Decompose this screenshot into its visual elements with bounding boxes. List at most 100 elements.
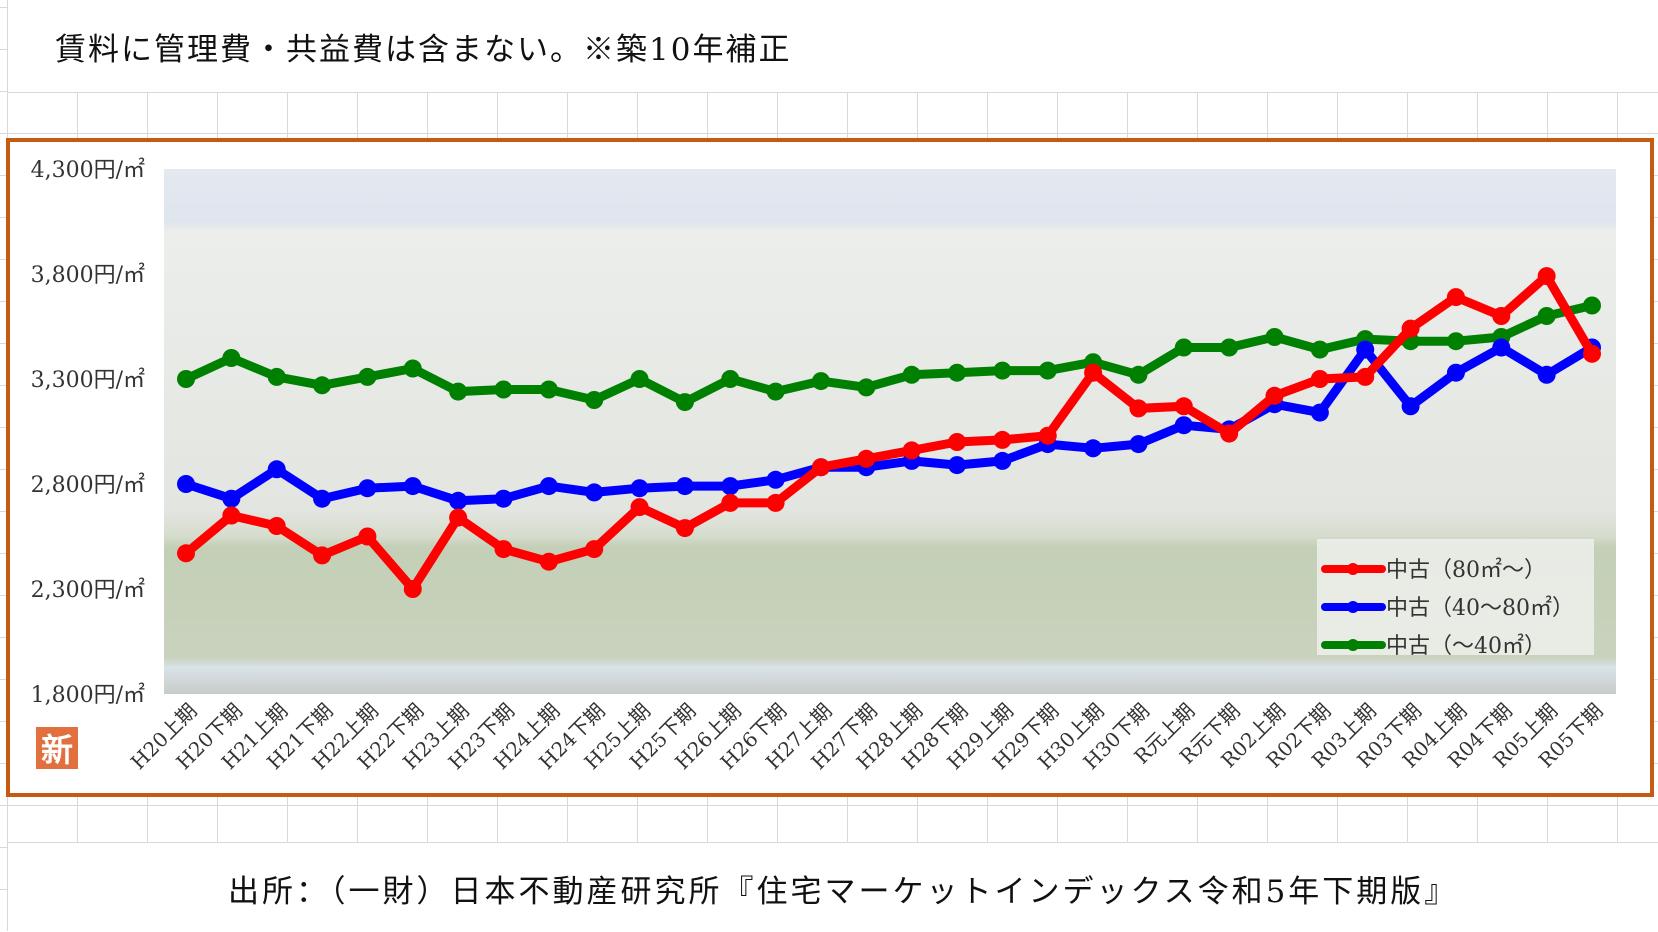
legend-marker — [1347, 639, 1359, 651]
data-point — [585, 483, 604, 502]
data-point — [403, 477, 422, 496]
data-point — [630, 370, 649, 388]
data-point — [494, 380, 513, 399]
data-point — [1129, 365, 1148, 384]
data-point — [1220, 338, 1239, 357]
data-point — [675, 477, 694, 496]
data-point — [358, 527, 377, 546]
data-point — [1356, 340, 1375, 359]
data-point — [222, 489, 241, 508]
data-point — [993, 451, 1012, 470]
y-tick-label: 3,300円/㎡ — [31, 367, 145, 393]
data-point — [585, 391, 604, 409]
data-point — [993, 361, 1012, 380]
legend-label: 中古（80㎡～） — [1386, 557, 1546, 583]
data-point — [539, 380, 558, 399]
data-point — [403, 359, 422, 378]
data-point — [267, 460, 286, 479]
data-point — [1310, 370, 1329, 388]
y-tick-label: 1,800円/㎡ — [31, 682, 145, 708]
data-point — [721, 370, 740, 388]
data-point — [1084, 363, 1103, 382]
data-point — [857, 378, 876, 397]
data-point — [766, 493, 785, 512]
data-point — [1583, 344, 1601, 363]
data-point — [811, 372, 830, 391]
data-point — [449, 491, 468, 510]
data-point — [539, 477, 558, 496]
data-point — [1174, 338, 1193, 357]
data-point — [902, 365, 921, 384]
data-point — [313, 376, 332, 395]
data-point — [222, 506, 241, 525]
data-point — [1401, 319, 1420, 338]
data-point — [449, 508, 468, 527]
data-point — [313, 489, 332, 508]
data-point — [811, 458, 830, 477]
y-tick-label: 2,300円/㎡ — [31, 577, 145, 603]
data-point — [1446, 332, 1465, 351]
data-point — [267, 367, 286, 386]
data-point — [948, 456, 967, 475]
data-point — [1537, 267, 1556, 286]
data-point — [1310, 403, 1329, 422]
y-tick-label: 4,300円/㎡ — [31, 157, 145, 183]
data-point — [857, 449, 876, 468]
data-point — [403, 580, 422, 598]
data-point — [494, 540, 513, 559]
data-point — [1084, 439, 1103, 458]
series-2 — [177, 296, 1601, 412]
data-point — [585, 540, 604, 559]
y-tick-label: 2,800円/㎡ — [31, 472, 145, 498]
data-point — [675, 393, 694, 412]
data-point — [1220, 424, 1239, 443]
data-point — [1537, 307, 1556, 325]
data-point — [1038, 361, 1057, 380]
data-point — [948, 433, 967, 451]
data-point — [721, 477, 740, 496]
header-row — [8, 0, 1658, 93]
data-point — [1038, 426, 1057, 445]
data-point — [1401, 397, 1420, 416]
source-citation: 出所：（一財）日本不動産研究所『住宅マーケットインデックス令和5年下期版』 — [228, 874, 1459, 910]
data-point — [494, 489, 513, 508]
legend-marker — [1347, 563, 1359, 575]
new-badge-icon: 新 — [36, 727, 78, 769]
data-point — [721, 493, 740, 512]
chart-note: 賃料に管理費・共益費は含まない。※築10年補正 — [55, 32, 792, 68]
data-point — [675, 519, 694, 538]
data-point — [1492, 307, 1511, 325]
data-point — [1265, 386, 1284, 405]
data-point — [1129, 399, 1148, 418]
footer-row — [8, 842, 1658, 932]
data-point — [902, 441, 921, 460]
data-point — [1356, 367, 1375, 386]
legend-box — [1317, 539, 1594, 655]
data-point — [539, 552, 558, 571]
data-point — [1174, 416, 1193, 435]
data-point — [630, 479, 649, 498]
data-point — [766, 470, 785, 489]
data-point — [449, 382, 468, 401]
badge-text: 新 — [40, 731, 73, 769]
data-point — [177, 544, 195, 563]
legend-label: 中古（～40㎡） — [1386, 633, 1546, 659]
data-point — [1583, 296, 1601, 315]
data-point — [1446, 288, 1465, 307]
data-point — [630, 498, 649, 517]
series-0 — [177, 267, 1601, 598]
data-point — [1446, 363, 1465, 382]
legend-label: 中古（40～80㎡） — [1386, 595, 1574, 621]
y-tick-label: 3,800円/㎡ — [31, 262, 145, 288]
data-point — [1265, 328, 1284, 346]
data-point — [358, 479, 377, 498]
data-point — [766, 382, 785, 401]
data-point — [177, 475, 195, 493]
data-point — [358, 367, 377, 386]
legend-marker — [1347, 601, 1359, 613]
data-point — [1310, 340, 1329, 359]
data-point — [1537, 365, 1556, 384]
data-point — [222, 349, 241, 367]
data-point — [1174, 397, 1193, 416]
